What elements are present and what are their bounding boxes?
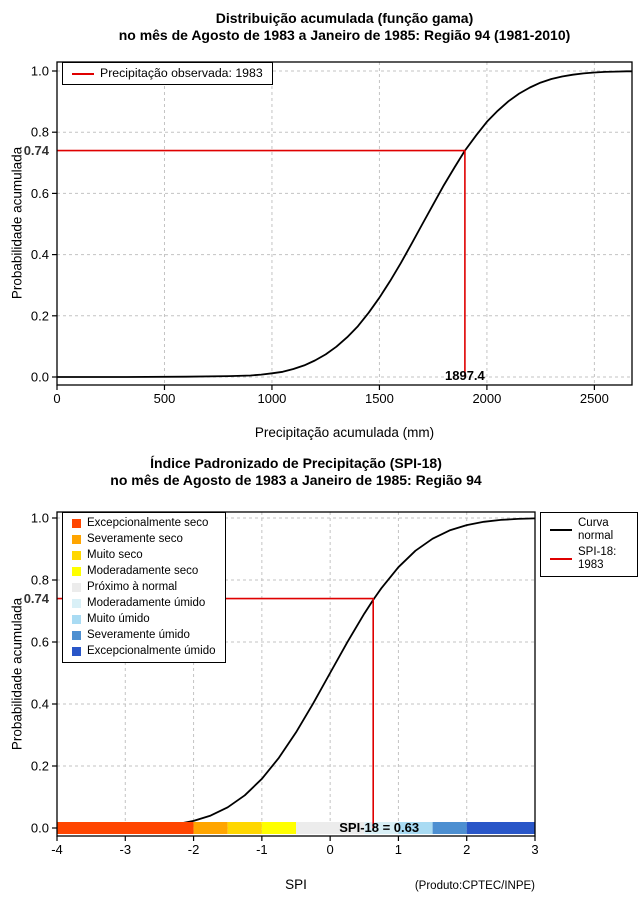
special-y-tick-label: 0.74 — [24, 591, 50, 606]
legend-color-swatch — [72, 631, 81, 640]
legend-item: Curva normal — [550, 517, 628, 543]
spi-bar-segment — [432, 822, 467, 834]
chart1-x-axis-label: Precipitação acumulada (mm) — [254, 425, 435, 440]
cdf-curve — [57, 70, 632, 378]
legend-item: Excepcionalmente úmido — [72, 645, 216, 658]
legend-line-swatch — [550, 558, 572, 560]
x-tick-label: 3 — [531, 842, 538, 857]
spi-bar-segment — [466, 822, 535, 834]
x-tick-label: 0 — [53, 391, 60, 406]
chart1-title: Distribuição acumulada (função gama) — [215, 10, 474, 26]
gamma-cdf-plot: 0 500 1000 1500 2000 2500 0.0 0.2 0.4 0.6 0.8 1.0 0.… — [24, 61, 633, 406]
y-tick-label: 0.2 — [31, 759, 49, 774]
legend-label: Próximo à normal — [87, 581, 178, 593]
x-tick-label: 2000 — [472, 391, 501, 406]
legend-color-swatch — [72, 647, 81, 656]
legend-label: Severamente seco — [87, 533, 183, 545]
chart2-subtitle: no mês de Agosto de 1983 a Janeiro de 19… — [110, 472, 482, 488]
spi-line-legend: Curva normal SPI-18: 1983 — [540, 512, 638, 577]
chart1-title-block: Distribuição acumulada (função gama) no … — [57, 10, 632, 44]
legend-color-swatch — [72, 567, 81, 576]
chart1-y-axis-label: Probabilidade acumulada — [9, 146, 25, 300]
legend-label: Moderadamente úmido — [87, 597, 206, 609]
legend-label: Muito seco — [87, 549, 143, 561]
legend-label: Precipitação observada: 1983 — [100, 66, 263, 80]
legend-item: Moderadamente seco — [72, 565, 216, 578]
legend-label: Excepcionalmente seco — [87, 517, 209, 529]
legend-color-swatch — [72, 599, 81, 608]
x-tick-label: 2 — [463, 842, 470, 857]
legend-item: Muito úmido — [72, 613, 216, 626]
x-tick-label: 500 — [154, 391, 176, 406]
legend-item: Próximo à normal — [72, 581, 216, 594]
legend-item: Severamente úmido — [72, 629, 216, 642]
spi-bar-segment — [398, 822, 433, 834]
y-tick-label: 1.0 — [31, 64, 49, 79]
x-tick-label: -2 — [188, 842, 200, 857]
legend-item: Precipitação observada: 1983 — [72, 67, 263, 80]
gamma-cdf-chart: 0 500 1000 1500 2000 2500 0.0 0.2 0.4 0.6 0.8 1.0 0.… — [9, 10, 633, 440]
spi-bar-segment — [193, 822, 228, 834]
x-tick-label: 1 — [395, 842, 402, 857]
legend-item: SPI-18: 1983 — [550, 546, 628, 572]
product-credit: (Produto:CPTEC/INPE) — [414, 880, 535, 892]
y-tick-label: 0.4 — [31, 247, 49, 262]
spi-bar-segment — [227, 822, 262, 834]
legend-color-swatch — [72, 583, 81, 592]
chart1-subtitle: no mês de Agosto de 1983 a Janeiro de 19… — [118, 27, 571, 43]
legend-color-swatch — [72, 519, 81, 528]
y-tick-label: 0.4 — [31, 697, 49, 712]
spi-chart: -4 -3 -2 -1 0 1 2 3 0.0 0.2 0.4 0.6 0.8 1.0 0.74 SPI-18… — [0, 450, 640, 900]
reference-value-label: 1897.4 — [445, 368, 486, 383]
spi-bar-segment — [296, 822, 365, 834]
spi-bar-segment — [57, 822, 194, 834]
y-tick-label: 0.6 — [31, 186, 49, 201]
chart2-y-axis-label: Probabilidade acumulada — [9, 597, 25, 751]
legend-label: Moderadamente seco — [87, 565, 199, 577]
x-tick-label: 2500 — [580, 391, 609, 406]
legend-item: Moderadamente úmido — [72, 597, 216, 610]
x-tick-label: 0 — [327, 842, 334, 857]
legend-item: Muito seco — [72, 549, 216, 562]
spi-bar-segment — [261, 822, 296, 834]
legend-color-swatch — [72, 551, 81, 560]
y-tick-label: 0.0 — [31, 821, 49, 836]
legend-item: Excepcionalmente seco — [72, 517, 216, 530]
legend-line-swatch — [72, 72, 94, 75]
spi-plot: -4 -3 -2 -1 0 1 2 3 0.0 0.2 0.4 0.6 0.8 1.0 0.74 SPI-18… — [24, 511, 539, 858]
plot-border — [56, 511, 536, 837]
legend-color-swatch — [72, 535, 81, 544]
legend-line-swatch — [550, 529, 572, 531]
legend-label: Excepcionalmente úmido — [87, 645, 216, 657]
reference-value-label: SPI-18 = 0.63 — [339, 820, 419, 835]
y-tick-label: 0.6 — [31, 635, 49, 650]
chart2-x-axis-label: SPI — [285, 877, 307, 892]
reference-line — [57, 149, 466, 377]
chart1-legend: Precipitação observada: 1983 — [62, 62, 273, 85]
x-tick-label: 1500 — [365, 391, 394, 406]
y-tick-label: 0.8 — [31, 573, 49, 588]
legend-label: Curva normal — [578, 517, 614, 542]
x-tick-label: 1000 — [257, 391, 286, 406]
y-tick-label: 1.0 — [31, 511, 49, 526]
chart2-title-block: Índice Padronizado de Precipitação (SPI-… — [57, 455, 535, 489]
legend-label: Muito úmido — [87, 613, 150, 625]
legend-color-swatch — [72, 615, 81, 624]
x-tick-label: -1 — [256, 842, 268, 857]
chart2-title: Índice Padronizado de Precipitação (SPI-… — [150, 455, 442, 471]
plot-border — [56, 61, 633, 386]
spi-category-legend: Excepcionalmente seco Severamente seco Mui… — [62, 512, 226, 663]
y-tick-label: 0.8 — [31, 125, 49, 140]
legend-label: SPI-18: 1983 — [578, 546, 617, 571]
y-tick-label: 0.0 — [31, 370, 49, 385]
legend-item: Severamente seco — [72, 533, 216, 546]
x-tick-label: -4 — [51, 842, 63, 857]
legend-label: Severamente úmido — [87, 629, 190, 641]
x-tick-label: -3 — [120, 842, 132, 857]
y-tick-label: 0.2 — [31, 308, 49, 323]
special-y-tick-label: 0.74 — [24, 143, 50, 158]
